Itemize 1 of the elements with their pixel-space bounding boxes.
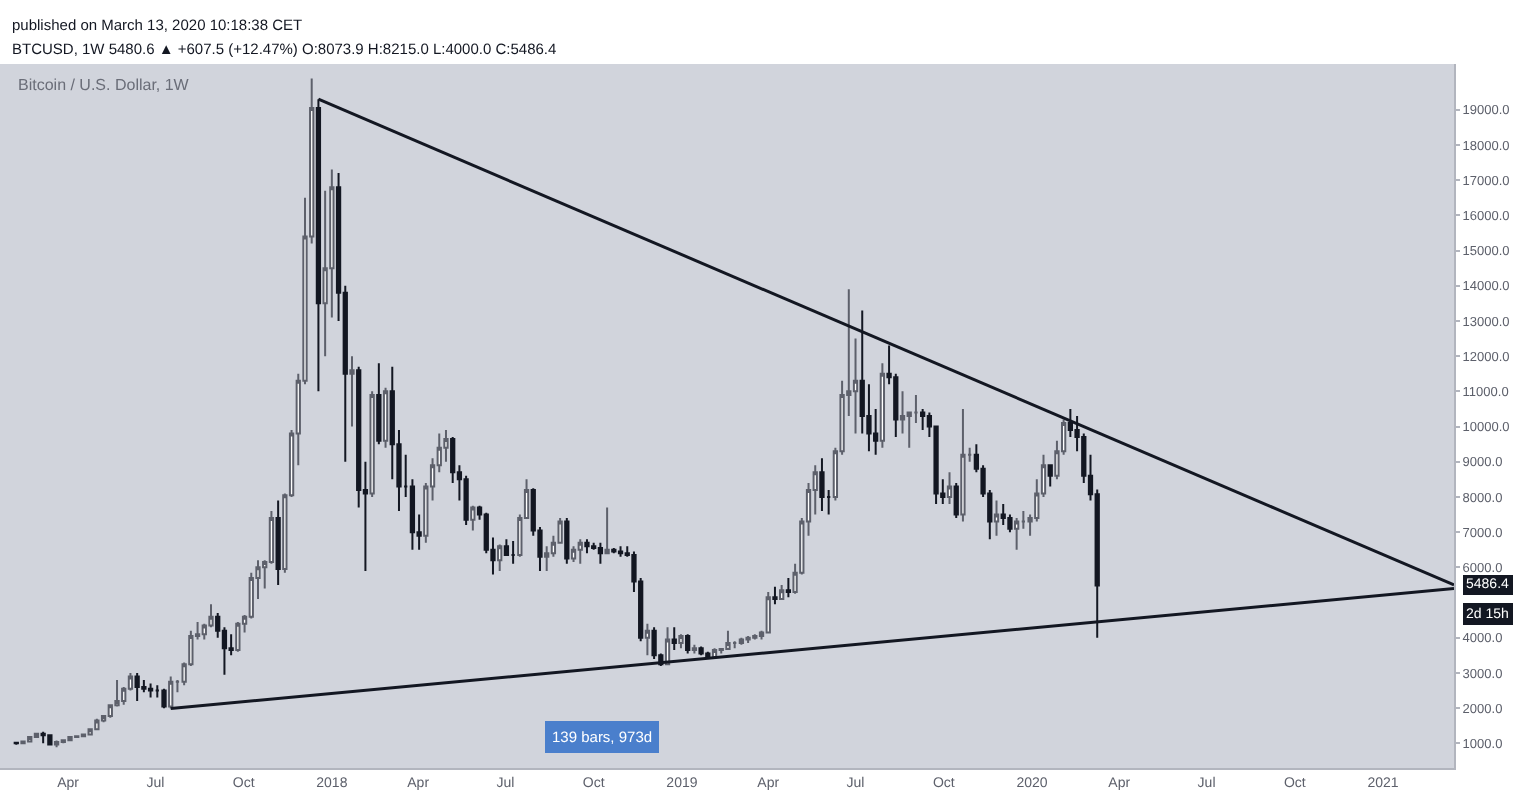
text: Bitcoin / U.S. Dollar, 1W xyxy=(18,76,190,94)
